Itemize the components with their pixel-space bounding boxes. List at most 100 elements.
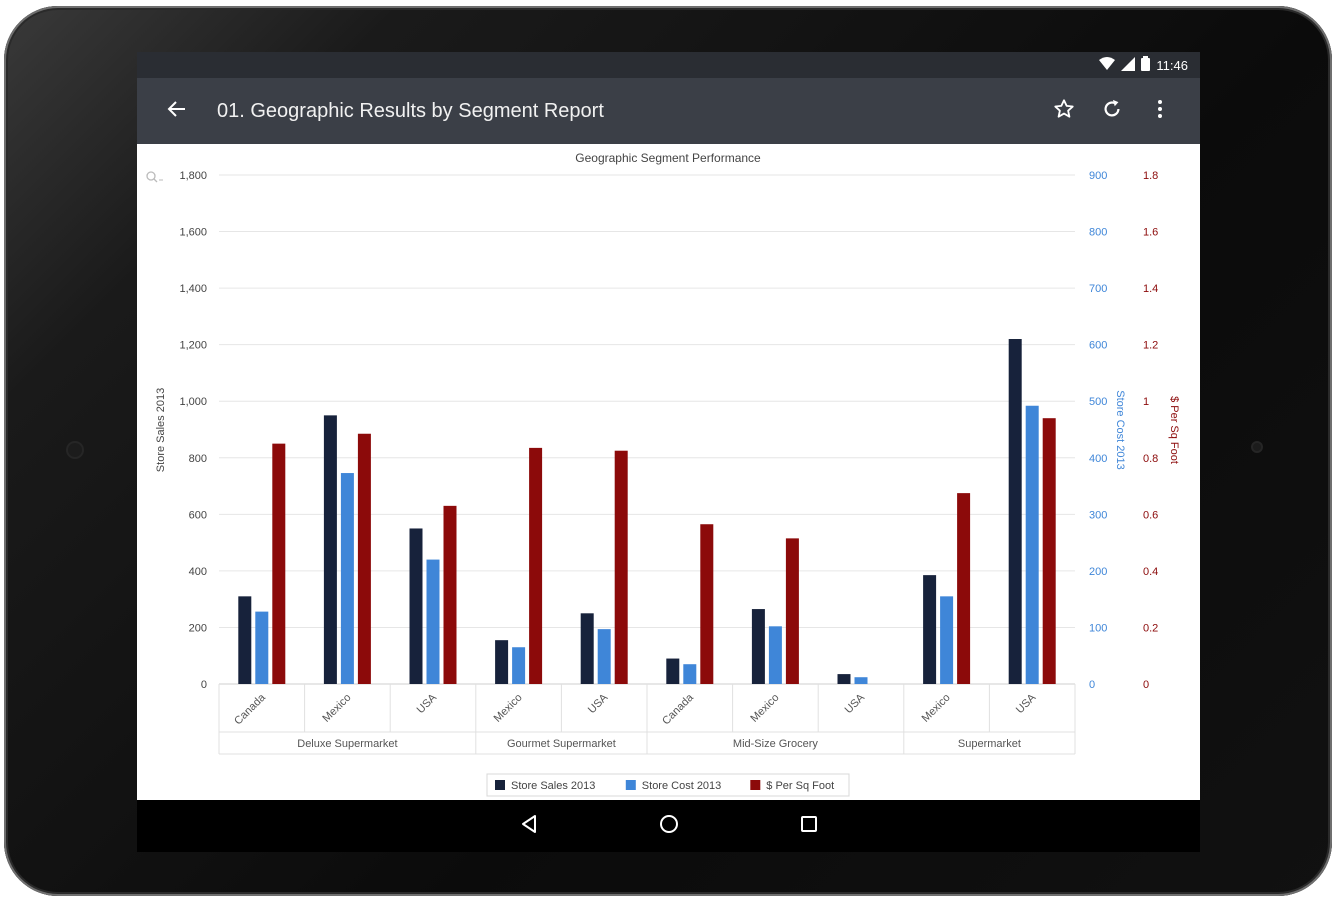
more-vert-icon: [1157, 99, 1163, 124]
category-label: USA: [1014, 691, 1039, 716]
system-nav-bar: [137, 800, 1200, 852]
right-tick-label-sqft: 1.8: [1143, 170, 1158, 182]
page-title: 01. Geographic Results by Segment Report: [217, 99, 604, 122]
right-tick-label-cost: 400: [1089, 453, 1107, 465]
left-axis-label: Store Sales 2013: [155, 388, 167, 472]
right-tick-label-cost: 100: [1089, 622, 1107, 634]
right-tick-label-sqft: 1.6: [1143, 227, 1158, 239]
left-axis: 0 200 400 600 800 1,000 1,200 1,400 1,600 1,800: [179, 170, 207, 691]
bar--per-sq-foot: [529, 447, 543, 684]
right-tick-label-sqft: 1.4: [1143, 283, 1158, 295]
bar--per-sq-foot: [1042, 418, 1056, 684]
back-button[interactable]: [137, 78, 217, 144]
bar-store-cost-2013: [768, 626, 782, 684]
right-tick-label-cost: 300: [1089, 509, 1107, 521]
legend-label: Store Sales 2013: [511, 780, 595, 792]
bar--per-sq-foot: [614, 450, 628, 684]
right-tick-label-cost: 800: [1089, 227, 1107, 239]
right-tick-label-cost: 200: [1089, 566, 1107, 578]
left-tick-label: 1,400: [179, 283, 207, 295]
category-label: Mexico: [492, 692, 525, 725]
right-tick-label-sqft: 0.2: [1143, 622, 1158, 634]
category-label: Mexico: [920, 692, 953, 725]
bar-store-cost-2013: [255, 611, 269, 684]
bar-store-sales-2013: [923, 575, 937, 684]
left-tick-label: 200: [189, 622, 207, 634]
zoom-icon[interactable]: [146, 171, 163, 183]
status-bar: 11:46: [137, 52, 1200, 78]
category-label: USA: [586, 691, 611, 716]
category-axis: Canada Mexico USA Mexico USA Canada Mexico USA M…: [218, 684, 1076, 755]
group-label: Gourmet Supermarket: [507, 738, 616, 750]
category-label: USA: [415, 691, 440, 716]
bar-store-sales-2013: [323, 415, 337, 684]
bar--per-sq-foot: [957, 493, 971, 684]
bar--per-sq-foot: [700, 524, 714, 684]
right-axis-label-cost: Store Cost 2013: [1114, 390, 1126, 470]
signal-icon: [1121, 56, 1136, 74]
bar-store-cost-2013: [340, 473, 354, 684]
bar-store-cost-2013: [854, 677, 868, 684]
bar-store-cost-2013: [597, 629, 611, 684]
bar-store-sales-2013: [666, 658, 680, 684]
group-label: Supermarket: [958, 738, 1021, 750]
left-tick-label: 1,200: [179, 340, 207, 352]
right-axis-store-cost: 0 100 200 300 400 500 600 700 800 900: [1089, 170, 1107, 691]
bar-store-sales-2013: [238, 596, 252, 684]
back-arrow-icon: [167, 99, 187, 124]
left-tick-label: 1,800: [179, 170, 207, 182]
nav-back-button[interactable]: [509, 806, 549, 846]
left-tick-label: 400: [189, 566, 207, 578]
group-label: Mid-Size Grocery: [733, 738, 818, 750]
bar-store-sales-2013: [1008, 339, 1022, 684]
nav-home-icon: [659, 814, 679, 839]
right-tick-label-sqft: 1: [1143, 396, 1149, 408]
bar-store-sales-2013: [409, 528, 423, 684]
category-label: USA: [843, 691, 868, 716]
bar-store-sales-2013: [495, 640, 509, 684]
left-tick-label: 600: [189, 509, 207, 521]
status-time: 11:46: [1156, 57, 1188, 73]
bar-store-cost-2013: [426, 559, 440, 684]
nav-home-button[interactable]: [649, 806, 689, 846]
right-tick-label-sqft: 0.8: [1143, 453, 1158, 465]
battery-icon: [1141, 56, 1151, 74]
legend-swatch: [750, 780, 761, 790]
more-options-button[interactable]: [1136, 78, 1184, 144]
favorite-button[interactable]: [1040, 78, 1088, 144]
geographic-segment-chart[interactable]: Geographic Segment Performance 0 200 400 60…: [137, 144, 1200, 800]
legend-swatch: [625, 780, 636, 790]
wifi-icon: [1099, 56, 1116, 74]
category-label: Mexico: [748, 692, 781, 725]
right-tick-label-sqft: 0.6: [1143, 509, 1158, 521]
right-tick-label-cost: 0: [1089, 679, 1095, 691]
bar--per-sq-foot: [357, 433, 371, 684]
bar-store-cost-2013: [940, 596, 954, 684]
bar--per-sq-foot: [785, 538, 799, 684]
left-tick-label: 0: [201, 679, 207, 691]
nav-back-icon: [519, 814, 539, 839]
legend-label: Store Cost 2013: [642, 780, 722, 792]
refresh-icon: [1101, 98, 1123, 125]
legend-swatch: [495, 780, 505, 790]
right-axis-per-sq-foot: 0 0.2 0.4 0.6 0.8 1 1.2 1.4 1.6 1.8: [1143, 170, 1158, 691]
refresh-button[interactable]: [1088, 78, 1136, 144]
chart-legend: Store Sales 2013 Store Cost 2013 $ Per Sq …: [486, 773, 850, 797]
nav-recents-button[interactable]: [789, 806, 829, 846]
bar--per-sq-foot: [272, 443, 286, 684]
sensor: [1253, 443, 1261, 451]
group-label: Deluxe Supermarket: [297, 738, 397, 750]
category-label: Canada: [660, 691, 696, 727]
right-tick-label-cost: 500: [1089, 396, 1107, 408]
chart-title: Geographic Segment Performance: [575, 151, 761, 165]
right-tick-label-cost: 900: [1089, 170, 1107, 182]
right-tick-label-sqft: 0: [1143, 679, 1149, 691]
right-tick-label-cost: 600: [1089, 340, 1107, 352]
bar-store-cost-2013: [683, 664, 697, 684]
right-tick-label-cost: 700: [1089, 283, 1107, 295]
bar-store-sales-2013: [580, 613, 594, 684]
left-tick-label: 1,600: [179, 227, 207, 239]
category-label: Canada: [232, 691, 268, 727]
category-label: Mexico: [320, 692, 353, 725]
right-tick-label-sqft: 0.4: [1143, 566, 1158, 578]
